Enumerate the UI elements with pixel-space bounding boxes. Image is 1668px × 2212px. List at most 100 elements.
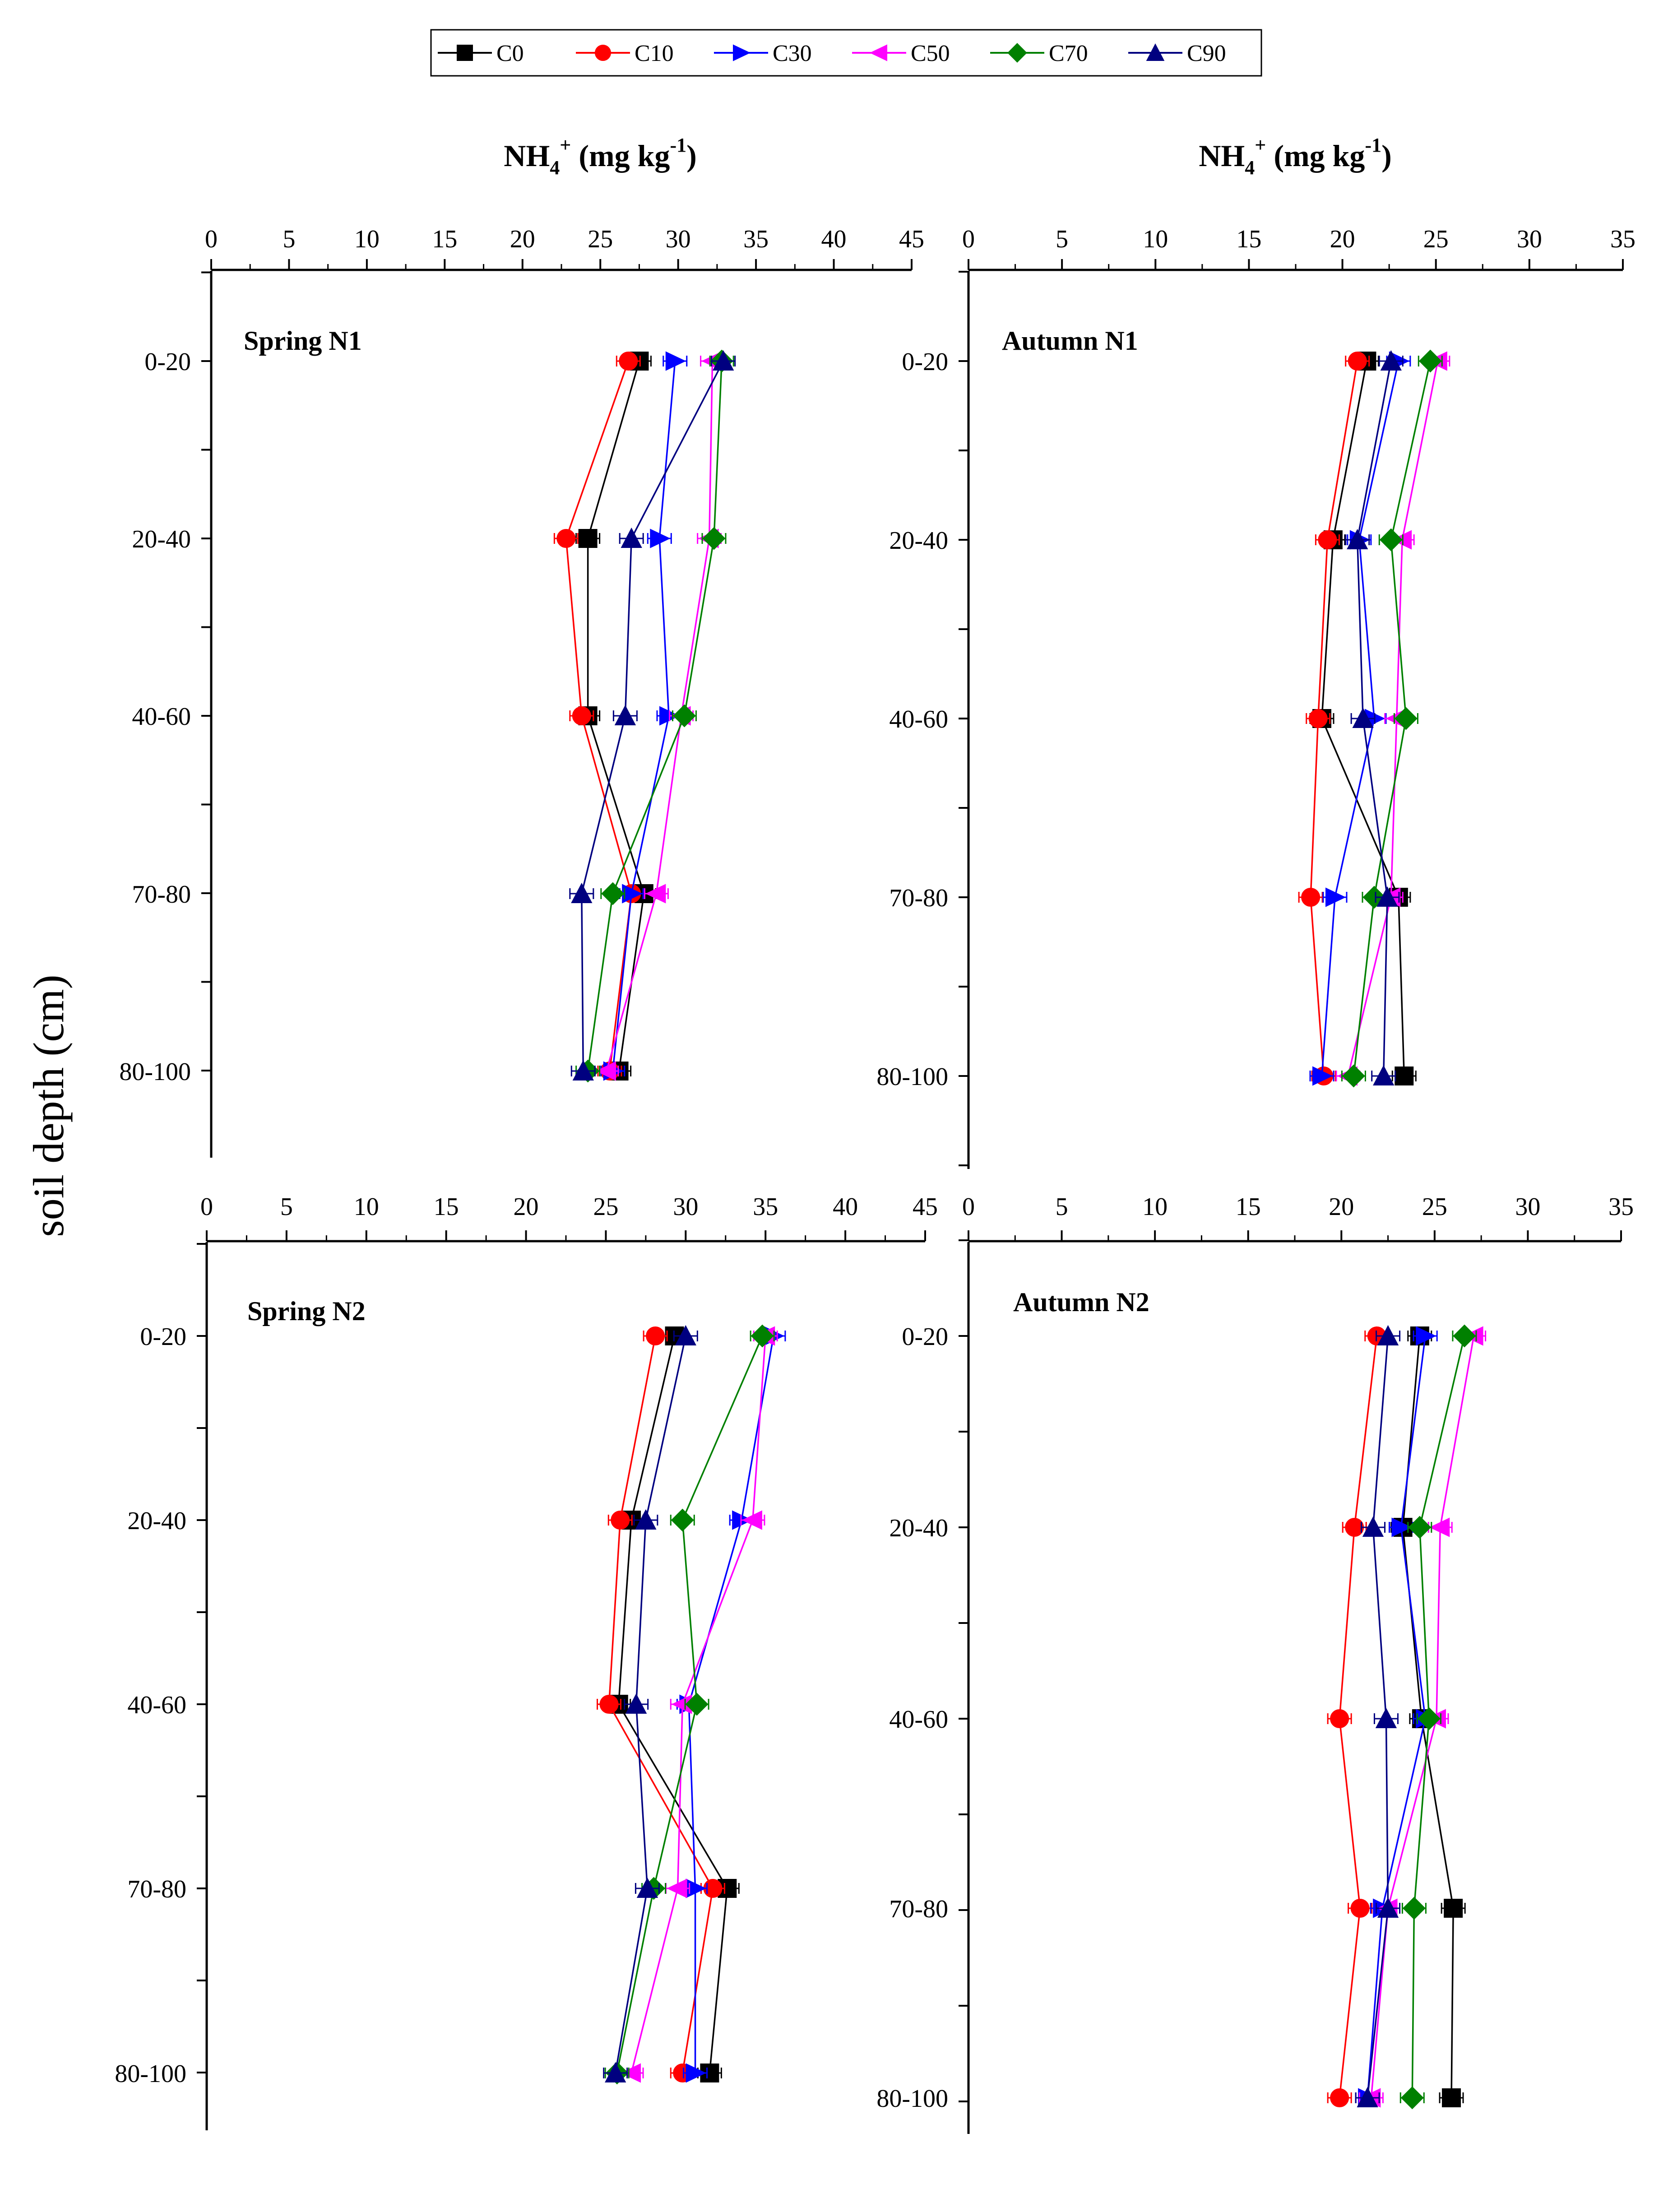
y-tick-label: 40-60 xyxy=(889,705,948,733)
data-point-c10 xyxy=(556,529,576,548)
data-point-c0 xyxy=(1444,1899,1463,1918)
axis-title-right-unit-sup: -1 xyxy=(1365,134,1381,156)
data-point-c70 xyxy=(1418,1707,1441,1730)
y-tick-label: 70-80 xyxy=(127,1875,186,1903)
data-point-c10 xyxy=(1308,709,1328,728)
x-tick-label: 0 xyxy=(962,1193,975,1221)
x-tick-label: 10 xyxy=(1142,1193,1168,1221)
data-point-c90 xyxy=(572,1060,594,1080)
x-tick-label: 15 xyxy=(1236,1193,1261,1221)
x-tick-label: 45 xyxy=(913,1193,938,1221)
data-point-c30 xyxy=(1325,887,1346,907)
x-tick-label: 20 xyxy=(1330,225,1355,253)
x-tick-label: 35 xyxy=(743,225,769,253)
x-tick-label: 5 xyxy=(280,1193,293,1221)
legend-item-c50: C50 xyxy=(852,41,950,66)
y-tick-label: 20-40 xyxy=(889,1514,948,1542)
x-tick-label: 30 xyxy=(1517,225,1542,253)
axis-title-right-unit-close: ) xyxy=(1381,139,1392,173)
data-point-c50 xyxy=(667,1878,687,1898)
data-point-c50 xyxy=(1429,1517,1450,1537)
y-tick-label: 80-100 xyxy=(876,2085,948,2113)
data-point-c10 xyxy=(1301,888,1320,907)
panel-title: Autumn N1 xyxy=(1002,326,1138,356)
x-tick-label: 10 xyxy=(1143,225,1168,253)
panel-title: Spring N2 xyxy=(247,1296,366,1326)
data-point-c10 xyxy=(1330,2088,1349,2107)
y-axis-title: soil depth (cm) xyxy=(24,974,73,1237)
data-point-c90 xyxy=(636,1877,658,1898)
x-tick-label: 5 xyxy=(1056,225,1068,253)
data-point-c30 xyxy=(1391,1517,1412,1537)
x-tick-label: 35 xyxy=(753,1193,778,1221)
data-point-c30 xyxy=(1312,1066,1333,1086)
y-tick-label: 0-20 xyxy=(144,348,191,376)
data-point-c10 xyxy=(572,706,591,725)
y-tick-label: 20-40 xyxy=(889,527,948,555)
y-tick-label: 20-40 xyxy=(127,1507,186,1535)
data-point-c90 xyxy=(713,350,734,371)
x-tick-label: 30 xyxy=(666,225,691,253)
axis-title-right: NH4+ (mg kg-1) xyxy=(1199,134,1392,179)
data-point-c90 xyxy=(1362,1516,1384,1537)
data-point-c70 xyxy=(1402,1897,1426,1920)
legend-item-c90: C90 xyxy=(1128,41,1226,66)
x-tick-label: 25 xyxy=(1423,225,1449,253)
legend-item-c0: C0 xyxy=(438,41,524,66)
legend-label: C90 xyxy=(1187,41,1226,66)
series-c70 xyxy=(1399,1324,1477,2110)
data-point-c50 xyxy=(595,1061,616,1081)
y-tick-label: 0-20 xyxy=(902,1323,948,1351)
legend-marker-c50 xyxy=(869,44,887,61)
panel-autumn-n1: 0 5 10 15 20 25 30 35 0-20 20-40 40-60 70-80 80-100 A… xyxy=(876,225,1636,1169)
data-point-c70 xyxy=(702,527,726,550)
y-tick-label: 80-100 xyxy=(119,1058,191,1086)
data-point-c90 xyxy=(1373,1065,1395,1085)
data-point-c70 xyxy=(1400,2086,1424,2110)
data-point-c0 xyxy=(1442,2088,1461,2107)
legend-marker-c90 xyxy=(1146,43,1165,61)
data-point-c70 xyxy=(1408,1516,1432,1539)
data-point-c90 xyxy=(1352,707,1374,728)
legend-label: C30 xyxy=(773,41,812,66)
y-tick-label: 80-100 xyxy=(115,2060,186,2088)
y-tick-label: 70-80 xyxy=(132,881,191,909)
x-tick-label: 25 xyxy=(588,225,613,253)
axis-title-left-unit: (mg kg xyxy=(571,139,670,173)
legend-label: C50 xyxy=(911,41,950,66)
axis-title-left-main: NH xyxy=(504,139,550,173)
legend-item-c70: C70 xyxy=(990,41,1088,66)
data-point-c90 xyxy=(1347,529,1368,549)
axis-title-right-unit: (mg kg xyxy=(1266,139,1365,173)
series-c10 xyxy=(597,1326,725,2082)
data-point-c90 xyxy=(1377,1897,1399,1918)
x-tick-label: 10 xyxy=(354,225,380,253)
legend-marker-c30 xyxy=(733,44,751,61)
data-point-c90 xyxy=(626,1693,647,1714)
data-point-c90 xyxy=(635,1509,657,1530)
data-point-c10 xyxy=(1348,352,1367,371)
series-c90 xyxy=(1355,1325,1401,2107)
legend-marker-c0 xyxy=(457,45,473,61)
legend-label: C10 xyxy=(635,41,674,66)
data-point-c50 xyxy=(741,1510,762,1530)
data-point-c10 xyxy=(599,1695,619,1714)
data-point-c90 xyxy=(1376,886,1398,907)
data-point-c90 xyxy=(1377,1325,1399,1345)
axis-title-right-main: NH xyxy=(1199,139,1245,173)
series-c10 xyxy=(1298,352,1370,1085)
x-tick-label: 35 xyxy=(1610,225,1636,253)
axis-title-left-unit-close: ) xyxy=(686,139,697,173)
axis-title-left-sup: + xyxy=(560,134,571,156)
axis-title-right-sub: 4 xyxy=(1245,157,1255,179)
legend-marker-c70 xyxy=(1007,43,1027,63)
y-tick-label: 40-60 xyxy=(132,703,191,731)
x-tick-label: 35 xyxy=(1608,1193,1634,1221)
data-point-c70 xyxy=(601,882,625,905)
data-point-c70 xyxy=(671,1508,694,1532)
data-point-c70 xyxy=(685,1693,709,1716)
legend-item-c30: C30 xyxy=(714,41,812,66)
data-point-c10 xyxy=(1350,1899,1370,1918)
x-tick-label: 25 xyxy=(1422,1193,1447,1221)
